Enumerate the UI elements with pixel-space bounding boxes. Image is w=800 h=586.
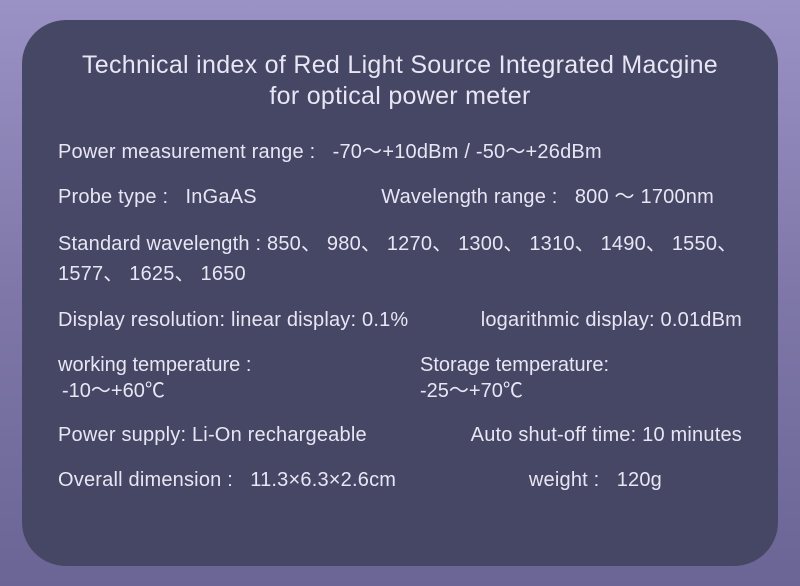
power-supply-label: Power supply: [58,424,186,446]
row-dimension-weight: Overall dimension : 11.3×6.3×2.6cm weigh… [58,467,742,494]
weight-cell: weight : 120g [529,467,742,494]
dimension-label: Overall dimension : [58,469,233,491]
probe-type-cell: Probe type : InGaAS [58,184,257,211]
wavelength-range-value: 800 ～ 1700nm [575,186,714,208]
auto-shutoff-value: 10 minutes [642,424,742,446]
title-line1: Technical index of Red Light Source Inte… [82,51,718,79]
power-measurement-label: Power measurement range : [58,139,315,166]
display-log-cell: logarithmic display: 0.01dBm [481,307,742,334]
row-power-shutoff: Power supply: Li-On rechargeable Auto sh… [58,422,742,449]
display-linear-label: Display resolution: linear display: [58,309,356,331]
storage-temp-cell: Storage temperature: -25～+70℃ [420,352,742,404]
working-temp-cell: working temperature : -10～+60℃ [58,352,380,404]
storage-temp-value: -25～+70℃ [420,378,742,404]
storage-temp-label: Storage temperature: [420,352,742,378]
weight-label: weight : [529,469,600,491]
display-linear-cell: Display resolution: linear display: 0.1% [58,307,408,334]
display-log-value: 0.01dBm [661,309,742,331]
power-supply-cell: Power supply: Li-On rechargeable [58,422,367,449]
weight-value: 120g [617,469,662,491]
spec-panel: Technical index of Red Light Source Inte… [22,20,778,566]
panel-title: Technical index of Red Light Source Inte… [58,50,742,113]
wavelength-range-label: Wavelength range : [381,186,557,208]
row-probe-wavelength: Probe type : InGaAS Wavelength range : 8… [58,184,742,211]
display-log-label: logarithmic display: [481,309,655,331]
standard-wavelength-label: Standard wavelength : [58,233,261,255]
power-measurement-value: -70～+10dBm / -50～+26dBm [333,139,602,166]
row-display-resolution: Display resolution: linear display: 0.1%… [58,307,742,334]
display-linear-value: 0.1% [362,309,408,331]
row-standard-wavelength: Standard wavelength : 850、 980、 1270、 13… [58,229,742,289]
probe-type-label: Probe type : [58,186,168,208]
probe-type-value: InGaAS [186,186,257,208]
working-temp-label: working temperature : [58,352,380,378]
wavelength-range-cell: Wavelength range : 800 ～ 1700nm [381,184,742,211]
title-line2: for optical power meter [269,82,530,110]
power-supply-value: Li-On rechargeable [192,424,367,446]
dimension-value: 11.3×6.3×2.6cm [250,469,396,491]
working-temp-value: -10～+60℃ [58,378,380,404]
dimension-cell: Overall dimension : 11.3×6.3×2.6cm [58,467,396,494]
row-power-measurement: Power measurement range : -70～+10dBm / -… [58,139,742,166]
row-temperatures: working temperature : -10～+60℃ Storage t… [58,352,742,404]
auto-shutoff-cell: Auto shut-off time: 10 minutes [471,422,742,449]
auto-shutoff-label: Auto shut-off time: [471,424,637,446]
